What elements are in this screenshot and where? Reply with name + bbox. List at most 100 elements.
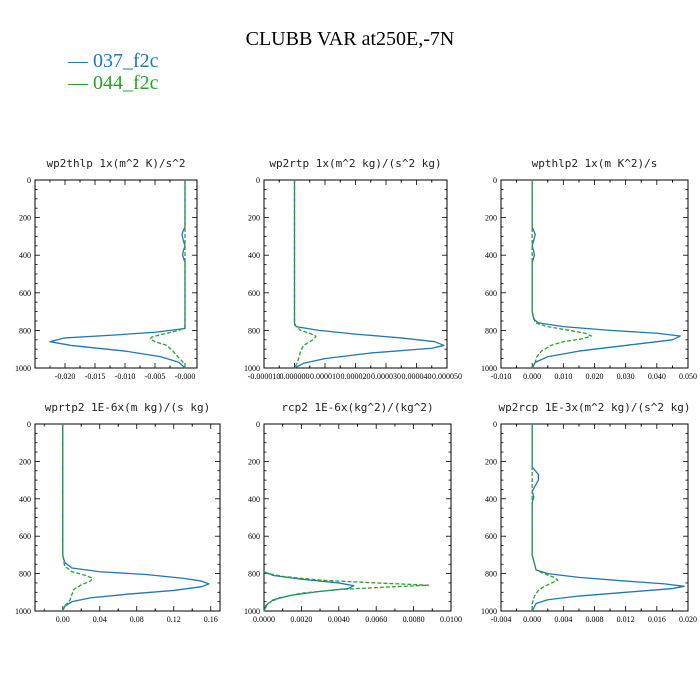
y-tick-label: 0 bbox=[256, 420, 260, 429]
series-line-037_f2c bbox=[49, 180, 186, 369]
x-tick-label: 0.000030 bbox=[371, 372, 401, 381]
legend-entry-037-f2c: — 037_f2c bbox=[68, 50, 159, 72]
y-tick-label: 1000 bbox=[15, 607, 31, 616]
series-line-044_f2c bbox=[531, 180, 593, 369]
y-tick-label: 0 bbox=[493, 176, 497, 185]
x-tick-label: 0.04 bbox=[93, 615, 107, 624]
series-line-044_f2c bbox=[62, 424, 93, 612]
x-tick-label: 0.040 bbox=[648, 372, 666, 381]
x-tick-label: 0.004 bbox=[554, 615, 572, 624]
x-tick-label: -0.000 bbox=[175, 372, 196, 381]
chart-panel-2: wp2rtp 1x(m^2 kg)/(s^2 kg) 0 200 400 600 800 1… bbox=[244, 157, 462, 381]
legend-label: 037_f2c bbox=[93, 50, 159, 72]
y-tick-label: 600 bbox=[19, 532, 31, 541]
x-tick-label: 0.0000 bbox=[253, 615, 275, 624]
x-tick-label: -0.004 bbox=[491, 615, 512, 624]
series-line-037_f2c bbox=[531, 424, 685, 612]
x-tick-label: 0.0100 bbox=[440, 615, 462, 624]
y-tick-label: 1000 bbox=[244, 364, 260, 373]
x-tick-label: 0.000010 bbox=[310, 372, 340, 381]
series-line-037_f2c bbox=[531, 180, 681, 369]
panel-title: wp2rcp 1E-3x(m^2 kg)/(s^2 kg) bbox=[498, 401, 690, 414]
y-tick-label: 800 bbox=[248, 570, 260, 579]
y-tick-label: 0 bbox=[27, 420, 31, 429]
x-tick-label: 0.000000 bbox=[280, 372, 310, 381]
plot-frame bbox=[500, 179, 689, 369]
legend-label: 044_f2c bbox=[93, 72, 159, 94]
y-tick-label: 800 bbox=[19, 570, 31, 579]
x-tick-label: 0.0040 bbox=[328, 615, 350, 624]
y-tick-label: 0 bbox=[256, 176, 260, 185]
x-tick-label: 0.000040 bbox=[402, 372, 432, 381]
panel-title: wp2rtp 1x(m^2 kg)/(s^2 kg) bbox=[269, 157, 441, 170]
x-tick-label: -0.015 bbox=[85, 372, 106, 381]
x-tick-label: 0.016 bbox=[648, 615, 666, 624]
y-tick-label: 400 bbox=[485, 495, 497, 504]
x-tick-label: -0.005 bbox=[145, 372, 166, 381]
page-title: CLUBB VAR at250E,-7N bbox=[245, 28, 455, 50]
x-tick-label: 0.00 bbox=[56, 615, 70, 624]
series-line-044_f2c bbox=[531, 424, 559, 611]
x-tick-label: 0.008 bbox=[586, 615, 604, 624]
y-tick-label: 400 bbox=[485, 251, 497, 260]
plot-frame bbox=[263, 423, 452, 612]
y-tick-label: 800 bbox=[19, 326, 31, 335]
series-line-044_f2c bbox=[149, 180, 186, 368]
chart-panel-3: wpthlp2 1x(m K^2)/s 0 200 400 600 800 1000-0.0… bbox=[481, 157, 697, 381]
x-tick-label: 0.0080 bbox=[403, 615, 425, 624]
x-tick-label: 0.12 bbox=[167, 615, 181, 624]
y-tick-label: 0 bbox=[27, 176, 31, 185]
y-tick-label: 1000 bbox=[481, 607, 497, 616]
panel-title: wprtp2 1E-6x(m kg)/(s kg) bbox=[45, 401, 211, 414]
x-tick-label: 0.0020 bbox=[290, 615, 312, 624]
chart-panel-6: wp2rcp 1E-3x(m^2 kg)/(s^2 kg)0 200 400 600 8… bbox=[481, 401, 697, 624]
x-tick-label: 0.000020 bbox=[341, 372, 371, 381]
y-tick-label: 400 bbox=[248, 251, 260, 260]
x-tick-label: 0.000050 bbox=[432, 372, 462, 381]
series-line-044_f2c bbox=[263, 572, 430, 612]
y-tick-label: 200 bbox=[248, 457, 260, 466]
y-tick-label: 1000 bbox=[15, 364, 31, 373]
y-tick-label: 600 bbox=[485, 289, 497, 298]
x-tick-label: 0.08 bbox=[130, 615, 144, 624]
x-tick-label: -0.000010 bbox=[248, 372, 281, 381]
x-tick-label: -0.020 bbox=[55, 372, 76, 381]
x-tick-label: 0.012 bbox=[617, 615, 635, 624]
y-tick-label: 800 bbox=[485, 570, 497, 579]
x-tick-label: 0.16 bbox=[204, 615, 218, 624]
chart-panel-1: wp2thlp 1x(m^2 K)/s^2 0 200 400 600 800 1000 -0… bbox=[15, 157, 198, 381]
x-tick-label: -0.010 bbox=[491, 372, 512, 381]
y-tick-label: 1000 bbox=[481, 364, 497, 373]
x-tick-label: 0.050 bbox=[679, 372, 697, 381]
y-tick-label: 0 bbox=[493, 420, 497, 429]
x-tick-label: -0.010 bbox=[115, 372, 136, 381]
x-tick-label: 0.020 bbox=[679, 615, 697, 624]
y-tick-label: 400 bbox=[19, 251, 31, 260]
panel-title: rcp2 1E-6x(kg^2)/(kg^2) bbox=[281, 401, 433, 414]
x-tick-label: 0.000 bbox=[523, 615, 541, 624]
y-tick-label: 1000 bbox=[244, 607, 260, 616]
panel-title: wp2thlp 1x(m^2 K)/s^2 bbox=[46, 157, 185, 170]
series-line-037_f2c bbox=[293, 180, 445, 369]
y-tick-label: 800 bbox=[485, 326, 497, 335]
y-tick-label: 200 bbox=[19, 214, 31, 223]
legend-line-marker: — bbox=[68, 72, 93, 94]
panel-title: wpthlp2 1x(m K^2)/s bbox=[532, 157, 658, 170]
chart-panel-5: rcp2 1E-6x(kg^2)/(kg^2) 0 200 400 600 800 1000… bbox=[244, 401, 462, 624]
chart-panel-4: wprtp2 1E-6x(m kg)/(s kg) 0 200 400 600 800 10… bbox=[15, 401, 221, 624]
legend-entry-044-f2c: — 044_f2c bbox=[68, 72, 159, 94]
x-tick-label: 0.020 bbox=[586, 372, 604, 381]
series-line-037_f2c bbox=[62, 424, 210, 612]
x-tick-label: 0.0060 bbox=[365, 615, 387, 624]
y-tick-label: 200 bbox=[248, 214, 260, 223]
x-tick-label: 0.030 bbox=[617, 372, 635, 381]
y-tick-label: 600 bbox=[19, 289, 31, 298]
y-tick-label: 200 bbox=[485, 457, 497, 466]
x-tick-label: 0.000 bbox=[523, 372, 541, 381]
y-tick-label: 600 bbox=[485, 532, 497, 541]
y-tick-label: 400 bbox=[248, 495, 260, 504]
x-tick-label: 0.010 bbox=[554, 372, 572, 381]
series-line-037_f2c bbox=[263, 571, 355, 612]
y-tick-label: 200 bbox=[485, 214, 497, 223]
